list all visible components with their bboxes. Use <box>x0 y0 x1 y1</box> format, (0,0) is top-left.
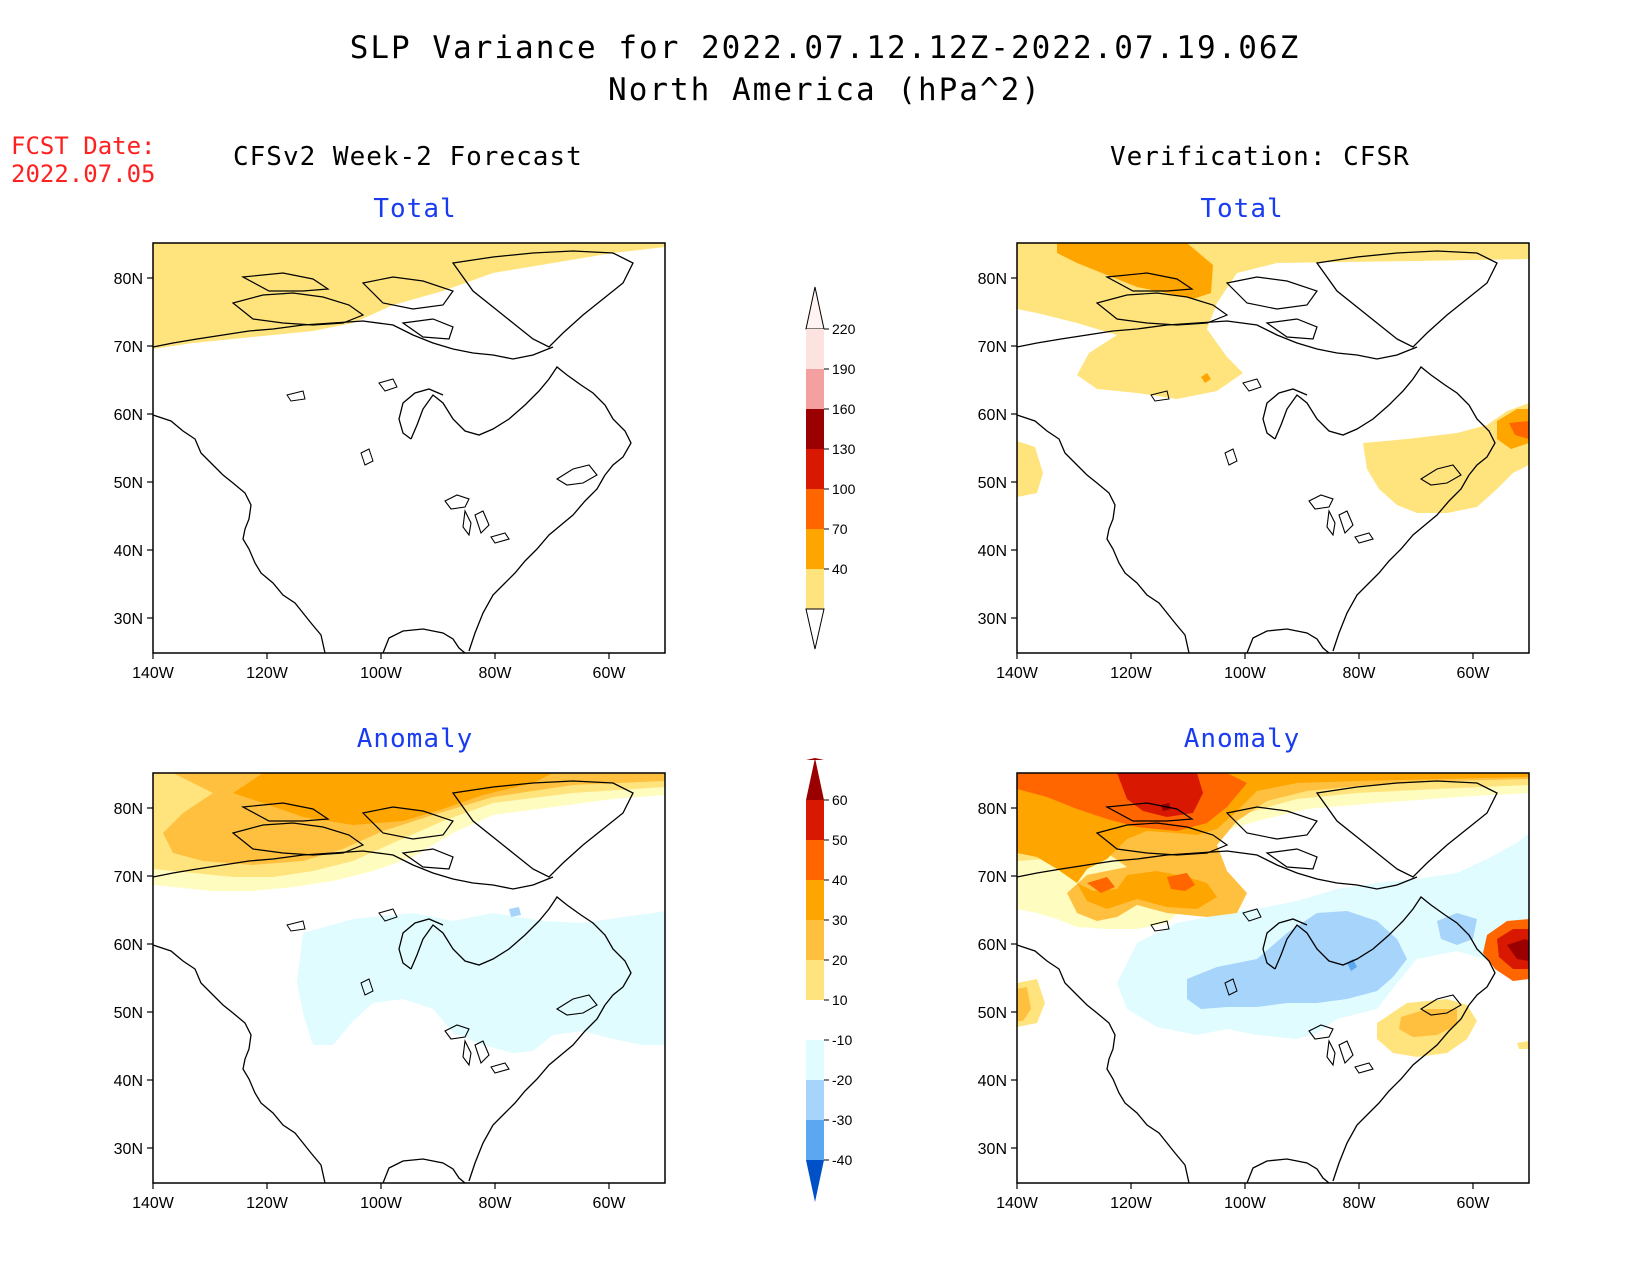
page-title: SLP Variance for 2022.07.12.12Z-2022.07.… <box>349 30 1301 66</box>
lat-tick-label: 60N <box>978 407 1007 424</box>
lat-tick-label: 50N <box>114 1005 143 1022</box>
panel-title-verification-anomaly: Anomaly <box>1183 724 1301 754</box>
colorbar-anomaly-label: 10 <box>832 992 848 1008</box>
lat-tick-label: 80N <box>114 271 143 288</box>
lon-tick-label: 80W <box>1343 665 1377 682</box>
lon-tick-label: 120W <box>1110 1195 1153 1212</box>
colorbar-total-swatch <box>806 529 824 569</box>
lat-tick-label: 40N <box>978 543 1007 560</box>
colorbar-anomaly-label: -20 <box>832 1072 852 1088</box>
colorbar-total-label: 100 <box>832 481 856 497</box>
colorbar-total-label: 70 <box>832 521 848 537</box>
lon-tick-label: 100W <box>1224 1195 1267 1212</box>
lat-tick-label: 40N <box>978 1073 1007 1090</box>
colorbar-anomaly-label: 20 <box>832 952 848 968</box>
panel-title-forecast-total: Total <box>373 194 457 224</box>
lat-tick-label: 30N <box>978 611 1007 628</box>
lon-tick-label: 120W <box>246 1195 289 1212</box>
colorbar-total-top-arrow <box>805 286 825 330</box>
colorbar-anomaly-label: -10 <box>832 1032 852 1048</box>
colorbar-anomaly: 60 50 40 30 20 10 -10 -20 -30 -40 <box>806 758 852 1202</box>
fcst-date-label: FCST Date: <box>11 132 156 160</box>
colorbar-total-label: 220 <box>832 321 856 337</box>
colorbar-anomaly-swatch <box>806 800 824 840</box>
colorbar-total-label: 160 <box>832 401 856 417</box>
lon-tick-label: 100W <box>360 1195 403 1212</box>
lat-tick-label: 50N <box>978 475 1007 492</box>
lon-tick-label: 80W <box>1343 1195 1377 1212</box>
lon-tick-label: 120W <box>246 665 289 682</box>
colorbar-anomaly-label: -40 <box>832 1152 852 1168</box>
colorbar-total-swatch <box>806 489 824 529</box>
lat-tick-label: 60N <box>114 937 143 954</box>
lon-tick-label: 80W <box>479 1195 513 1212</box>
colorbar-total-label: 190 <box>832 361 856 377</box>
left-column-title: CFSv2 Week-2 Forecast <box>233 142 583 172</box>
colorbar-anomaly-bottom-arrow <box>806 1160 824 1202</box>
panel-title-verification-total: Total <box>1200 194 1284 224</box>
lat-tick-label: 40N <box>114 543 143 560</box>
map-panel-forecast-total <box>152 242 666 654</box>
lat-tick-label: 30N <box>114 611 143 628</box>
colorbar-anomaly-swatch <box>806 1040 824 1080</box>
colorbar-total: 220 190 160 130 100 70 40 <box>805 286 856 650</box>
colorbar-total-swatch <box>806 409 824 449</box>
lat-tick-label: 30N <box>978 1141 1007 1158</box>
colorbar-total-swatch <box>806 329 824 369</box>
lat-tick-label: 70N <box>978 869 1007 886</box>
lat-tick-label: 70N <box>114 339 143 356</box>
colorbar-anomaly-swatch <box>806 1120 824 1160</box>
colorbar-anomaly-label: 30 <box>832 912 848 928</box>
lon-tick-label: 80W <box>479 665 513 682</box>
fcst-date-value: 2022.07.05 <box>11 160 156 188</box>
lat-tick-label: 70N <box>978 339 1007 356</box>
lat-tick-label: 60N <box>978 937 1007 954</box>
lat-tick-label: 70N <box>114 869 143 886</box>
colorbar-anomaly-swatch <box>806 840 824 880</box>
colorbar-anomaly-swatch <box>806 920 824 960</box>
colorbar-anomaly-swatch <box>806 880 824 920</box>
colorbar-anomaly-label: 50 <box>832 832 848 848</box>
lon-tick-label: 60W <box>1457 665 1491 682</box>
lon-tick-label: 120W <box>1110 665 1153 682</box>
lat-tick-label: 80N <box>114 801 143 818</box>
lon-tick-label: 140W <box>132 1195 175 1212</box>
axes-layer: 80N 70N 60N 50N 40N 30N 140W 120W 100W 80W 60W 80N 7… <box>114 271 1491 1212</box>
colorbar-total-swatch <box>806 569 824 609</box>
lat-tick-label: 30N <box>114 1141 143 1158</box>
colorbar-total-label: 40 <box>832 561 848 577</box>
panel-title-forecast-anomaly: Anomaly <box>356 724 474 754</box>
lat-tick-label: 60N <box>114 407 143 424</box>
lon-tick-label: 60W <box>593 1195 627 1212</box>
colorbar-total-swatch <box>806 369 824 409</box>
map-panel-verification-anomaly <box>1016 772 1530 1184</box>
lat-tick-label: 80N <box>978 801 1007 818</box>
lon-tick-label: 100W <box>360 665 403 682</box>
colorbar-total-swatch <box>806 449 824 489</box>
right-column-title: Verification: CFSR <box>1110 142 1410 172</box>
colorbar-anomaly-label: 40 <box>832 872 848 888</box>
lat-tick-label: 50N <box>114 475 143 492</box>
colorbar-total-bottom-arrow <box>805 608 825 650</box>
colorbar-total-label: 130 <box>832 441 856 457</box>
lon-tick-label: 140W <box>996 1195 1039 1212</box>
lon-tick-label: 60W <box>1457 1195 1491 1212</box>
colorbar-anomaly-swatch <box>806 960 824 1000</box>
lon-tick-label: 140W <box>132 665 175 682</box>
lat-tick-label: 40N <box>114 1073 143 1090</box>
colorbar-anomaly-top-arrow <box>806 758 824 800</box>
lat-tick-label: 80N <box>978 271 1007 288</box>
map-panel-forecast-anomaly <box>152 772 666 1184</box>
map-panel-verification-total <box>1016 242 1530 654</box>
colorbar-anomaly-swatch <box>806 1080 824 1120</box>
lat-tick-label: 50N <box>978 1005 1007 1022</box>
colorbar-anomaly-swatch <box>806 1000 824 1040</box>
page-subtitle: North America (hPa^2) <box>608 72 1042 108</box>
lon-tick-label: 140W <box>996 665 1039 682</box>
lon-tick-label: 60W <box>593 665 627 682</box>
colorbar-anomaly-label: -30 <box>832 1112 852 1128</box>
lon-tick-label: 100W <box>1224 665 1267 682</box>
colorbar-anomaly-label: 60 <box>832 792 848 808</box>
